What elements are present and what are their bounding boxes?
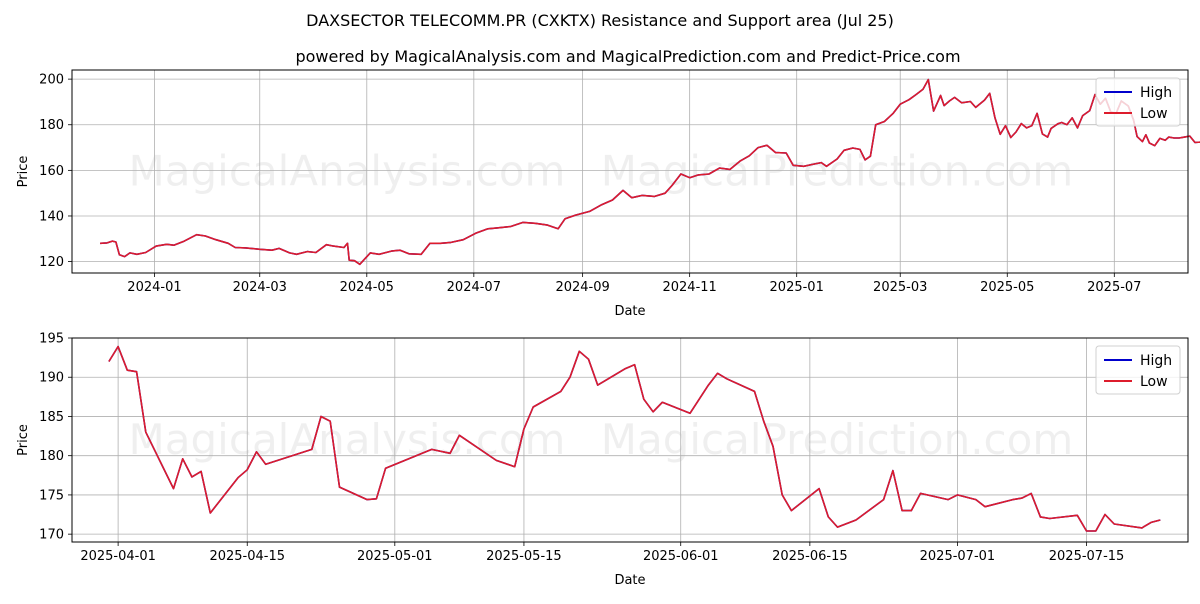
legend-label-low: Low [1140,374,1168,390]
x-tick-label: 2025-06-15 [772,549,848,564]
top-panel: MagicalAnalysis.com MagicalPrediction.com… [16,69,1200,319]
x-tick-label: 2024-01 [127,280,181,295]
x-tick-label: 2025-07-01 [920,549,996,564]
axes-frame [71,69,1189,274]
y-axis-label: Price [16,156,31,188]
y-tick-label: 190 [39,371,64,386]
x-tick-label: 2025-05 [980,280,1034,295]
y-tick-label: 140 [39,209,64,224]
x-tick-label: 2025-04-01 [80,549,156,564]
legend-label-low: Low [1140,106,1168,122]
x-tick-label: 2025-05-01 [357,549,433,564]
x-tick-label: 2024-03 [233,280,287,295]
x-tick-label: 2025-01 [770,280,824,295]
watermark-text: MagicalPrediction.com [601,415,1074,464]
y-tick-label: 120 [39,255,64,270]
x-tick-label: 2024-07 [447,280,501,295]
y-tick-label: 200 [39,73,64,88]
y-tick-label: 175 [39,488,64,503]
watermark-text: MagicalAnalysis.com [129,147,566,196]
x-axis-label: Date [614,304,645,319]
x-tick-label: 2024-11 [662,280,716,295]
x-axis-label: Date [614,573,645,588]
y-tick-label: 180 [39,449,64,464]
watermark-text: MagicalPrediction.com [601,147,1074,196]
y-axis-label: Price [16,424,31,456]
x-tick-label: 2024-09 [555,280,609,295]
y-tick-label: 195 [39,332,64,347]
axes-frame [71,337,1189,543]
y-tick-label: 180 [39,118,64,133]
bottom-panel: MagicalAnalysis.com MagicalPrediction.com… [16,332,1189,588]
x-tick-label: 2025-07 [1087,280,1141,295]
y-tick-label: 185 [39,410,64,425]
series-line-low [108,345,1161,532]
chart-subtitle: powered by MagicalAnalysis.com and Magic… [295,47,960,66]
x-tick-label: 2025-04-15 [209,549,285,564]
x-tick-label: 2025-03 [873,280,927,295]
chart-title: DAXSECTOR TELECOMM.PR (CXKTX) Resistance… [306,11,894,30]
y-tick-label: 170 [39,528,64,543]
x-tick-label: 2025-07-15 [1049,549,1125,564]
y-tick-label: 160 [39,164,64,179]
legend-label-high: High [1140,85,1172,101]
x-tick-label: 2025-05-15 [486,549,562,564]
x-tick-label: 2025-06-01 [643,549,719,564]
legend-label-high: High [1140,353,1172,369]
x-tick-label: 2024-05 [340,280,394,295]
watermark-text: MagicalAnalysis.com [129,415,566,464]
